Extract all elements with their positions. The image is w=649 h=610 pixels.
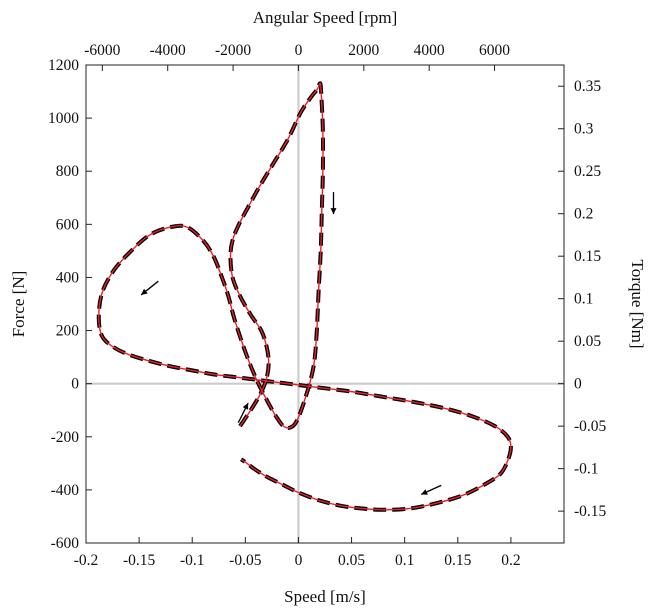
y-tick-label: 200 <box>56 323 80 340</box>
right-tick-label: -0.1 <box>574 461 599 478</box>
direction-arrow <box>330 192 337 215</box>
x-tick-label: 0.15 <box>444 552 471 569</box>
y-tick-label: -400 <box>51 482 80 499</box>
x-axis-title: Speed [m/s] <box>284 587 366 606</box>
x-tick-label: 0.1 <box>395 552 414 569</box>
x-tick-label: -0.2 <box>74 552 99 569</box>
direction-arrow <box>140 280 159 296</box>
right-tick-label: 0.1 <box>574 291 593 308</box>
zero-lines <box>86 65 564 543</box>
x-axis-ticks: -0.2 -0.15 -0.1 -0.05 0 0.05 0.1 0.15 0.2 <box>74 537 521 569</box>
top-axis-title: Angular Speed [rpm] <box>253 8 397 27</box>
right-tick-label: 0.15 <box>574 248 601 265</box>
y-tick-label: 0 <box>71 376 79 393</box>
x-tick-label: 0.2 <box>501 552 520 569</box>
top-tick-label: -6000 <box>84 42 120 59</box>
right-tick-label: -0.05 <box>574 418 607 435</box>
x-tick-label: 0 <box>295 552 303 569</box>
y-tick-label: 1000 <box>48 110 79 127</box>
top-tick-label: 0 <box>295 42 303 59</box>
plot-frame <box>85 64 565 544</box>
y-tick-label: 600 <box>56 216 80 233</box>
y-tick-label: 400 <box>56 269 80 286</box>
y-tick-label: -600 <box>51 535 80 552</box>
x-tick-label: 0.05 <box>338 552 365 569</box>
right-tick-label: 0.2 <box>574 206 593 223</box>
direction-arrows <box>140 192 442 495</box>
series-layer <box>96 81 513 512</box>
top-tick-label: 6000 <box>479 42 510 59</box>
y-axis-ticks: -600 -400 -200 0 200 400 600 800 1000 1200 <box>48 57 92 552</box>
right-tick-label: 0.3 <box>574 121 594 138</box>
y-axis-title: Force [N] <box>9 271 28 338</box>
right-tick-label: 0.05 <box>574 333 601 350</box>
top-tick-label: 4000 <box>414 42 445 59</box>
direction-arrow <box>237 402 249 424</box>
top-tick-label: -4000 <box>150 42 186 59</box>
y-tick-label: 800 <box>56 163 80 180</box>
x-tick-label: -0.1 <box>180 552 205 569</box>
x-tick-label: -0.15 <box>123 552 156 569</box>
y-tick-label: 1200 <box>48 57 79 74</box>
series-line-dashed <box>96 81 513 512</box>
top-tick-label: -2000 <box>215 42 251 59</box>
right-axis-title: Torque [Nm] <box>628 260 647 349</box>
direction-arrow <box>420 484 442 495</box>
top-axis-ticks: -6000 -4000 -2000 0 2000 4000 6000 <box>84 42 510 71</box>
right-tick-label: 0.25 <box>574 163 601 180</box>
series-line-solid <box>98 82 512 511</box>
right-tick-label: -0.15 <box>574 503 607 520</box>
top-tick-label: 2000 <box>348 42 379 59</box>
right-axis-ticks: -0.15 -0.1 -0.05 0 0.05 0.1 0.15 0.2 0.25 0.3 0.35 <box>558 78 607 520</box>
right-tick-label: 0.35 <box>574 78 601 95</box>
y-tick-label: -200 <box>51 429 80 446</box>
x-tick-label: -0.05 <box>229 552 262 569</box>
right-tick-label: 0 <box>574 376 582 393</box>
